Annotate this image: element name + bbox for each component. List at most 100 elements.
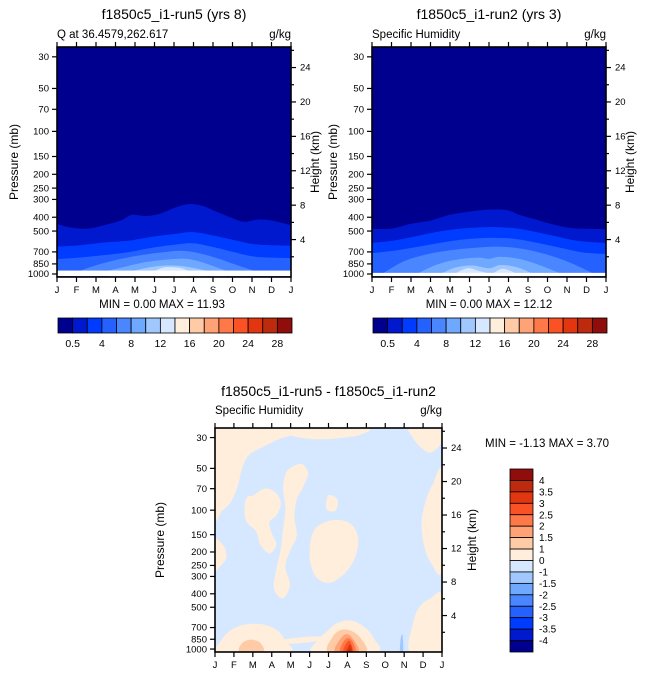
- month-label: J: [289, 285, 294, 296]
- difference-blob: [309, 519, 359, 583]
- pressure-tick-label: 700: [33, 247, 49, 258]
- panel1-pressure-axis-label: Pressure (mb): [7, 123, 21, 201]
- colorbar-tick-label: 4: [99, 338, 105, 350]
- colorbar-box: [189, 317, 205, 334]
- vertical-colorbar-tick-label: -1.5: [539, 579, 557, 590]
- colorbar-box: [533, 317, 549, 334]
- diff-panel-title: f1850c5_i1-run5 - f1850c5_i1-run2: [221, 383, 436, 399]
- height-tick-label: 8: [615, 200, 620, 211]
- month-label: M: [92, 285, 100, 296]
- month-label: J: [152, 285, 157, 296]
- month-label: A: [112, 285, 119, 296]
- pressure-tick-label: 30: [38, 52, 49, 63]
- pressure-tick-label: 400: [191, 589, 207, 600]
- colorbar-box: [130, 317, 147, 334]
- colorbar-tick-label: 4: [414, 338, 420, 350]
- month-label: J: [172, 285, 177, 296]
- vertical-colorbar-tick-label: 3.5: [539, 487, 553, 498]
- vertical-colorbar-box: [509, 560, 534, 573]
- colorbar-box: [276, 317, 293, 334]
- pressure-tick-label: 1000: [186, 644, 207, 655]
- month-label: J: [55, 285, 60, 296]
- difference-blob: [215, 428, 302, 521]
- colorbar-box: [548, 317, 564, 334]
- month-label: D: [583, 285, 590, 296]
- height-tick-label: 16: [451, 510, 462, 521]
- month-label: J: [213, 660, 218, 671]
- height-tick-label: 12: [615, 166, 626, 177]
- colorbar-box: [145, 317, 161, 334]
- month-label: M: [249, 660, 257, 671]
- pressure-tick-label: 300: [191, 572, 207, 583]
- pressure-tick-label: 70: [353, 104, 364, 115]
- pressure-tick-label: 1000: [343, 269, 364, 280]
- colorbar-box: [72, 317, 88, 334]
- pressure-tick-label: 30: [353, 52, 364, 63]
- colorbar-tick-label: 16: [184, 338, 196, 350]
- month-label: M: [407, 285, 415, 296]
- panel1-field-label: Q at 36.4579,262.617: [57, 29, 169, 41]
- pressure-tick-label: 250: [348, 183, 364, 194]
- month-label: M: [287, 660, 295, 671]
- difference-blob: [278, 636, 323, 645]
- pressure-tick-label: 200: [191, 547, 207, 558]
- colorbar-box: [116, 317, 132, 334]
- height-tick-label: 20: [300, 97, 311, 108]
- colorbar-box: [159, 317, 176, 334]
- colorbar-box: [504, 317, 520, 334]
- colorbar-tick-label: 16: [499, 338, 511, 350]
- pressure-tick-label: 400: [348, 212, 364, 223]
- difference-blob: [348, 648, 352, 652]
- height-tick-label: 24: [451, 443, 462, 454]
- difference-blob: [408, 592, 442, 652]
- vertical-colorbar-box: [509, 480, 534, 493]
- vertical-colorbar-tick-label: 4: [539, 476, 545, 487]
- panel2-title: f1850c5_i1-run2 (yrs 3): [416, 6, 562, 22]
- pressure-tick-label: 50: [353, 84, 364, 95]
- pressure-tick-label: 300: [33, 195, 49, 206]
- month-label: S: [525, 285, 531, 296]
- pressure-tick-label: 100: [33, 127, 49, 138]
- month-label: J: [326, 660, 331, 671]
- height-tick-label: 8: [451, 577, 456, 588]
- vertical-colorbar-tick-label: -3: [539, 613, 548, 624]
- height-tick-label: 12: [451, 544, 462, 555]
- month-label: A: [505, 285, 512, 296]
- pressure-tick-label: 250: [33, 183, 49, 194]
- month-label: D: [268, 285, 275, 296]
- colorbar-box: [591, 317, 608, 334]
- month-label: A: [427, 285, 434, 296]
- difference-blob: [399, 634, 404, 652]
- vertical-colorbar-box: [509, 548, 534, 561]
- colorbar-box: [233, 317, 249, 334]
- colorbar-box: [460, 317, 476, 334]
- month-label: J: [307, 660, 312, 671]
- difference-blob: [408, 428, 442, 453]
- pressure-tick-label: 300: [348, 195, 364, 206]
- month-label: F: [74, 285, 80, 296]
- pressure-tick-label: 30: [196, 433, 207, 444]
- colorbar-box: [489, 317, 506, 334]
- height-tick-label: 16: [300, 132, 311, 143]
- month-label: O: [229, 285, 236, 296]
- colorbar-tick-label: 12: [470, 338, 482, 350]
- diff-units-label: g/kg: [420, 405, 442, 417]
- vertical-colorbar-box: [509, 617, 534, 630]
- contour-field: [372, 47, 606, 277]
- colorbar-box: [387, 317, 403, 334]
- pressure-tick-label: 200: [348, 170, 364, 181]
- pressure-tick-label: 700: [191, 623, 207, 634]
- month-label: O: [382, 660, 389, 671]
- month-label: A: [344, 660, 351, 671]
- diff-pressure-axis-label: Pressure (mb): [153, 501, 167, 579]
- panel2-field-label: Specific Humidity: [372, 29, 461, 41]
- month-label: F: [389, 285, 395, 296]
- panel2-units-label: g/kg: [584, 29, 606, 41]
- colorbar-tick-label: 24: [242, 338, 254, 350]
- colorbar-tick-label: 20: [528, 338, 540, 350]
- colorbar-tick-label: 0.5: [380, 338, 395, 350]
- colorbar-box: [562, 317, 579, 334]
- vertical-colorbar-tick-label: -4: [539, 636, 548, 647]
- colorbar-tick-label: 12: [155, 338, 167, 350]
